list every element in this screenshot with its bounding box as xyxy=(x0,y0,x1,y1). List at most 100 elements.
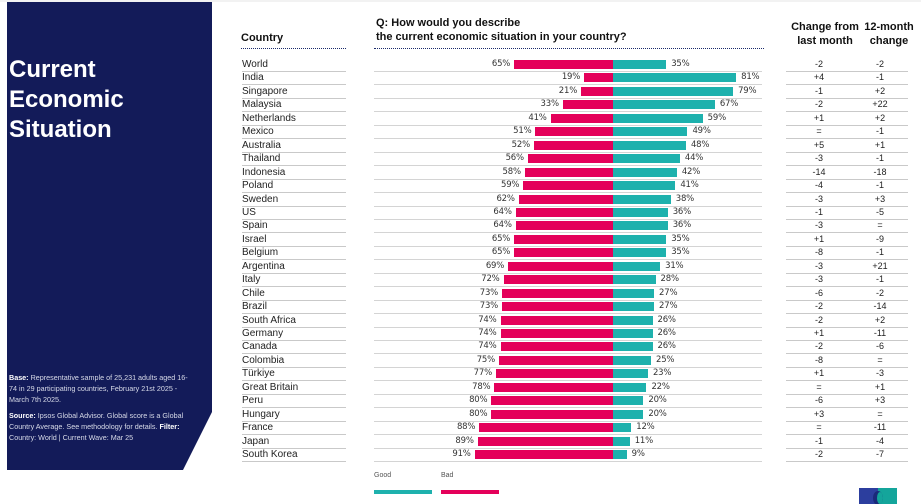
good-value-label: 26% xyxy=(657,341,676,352)
country-label: India xyxy=(242,71,346,86)
bar-good xyxy=(613,409,644,419)
change-month-value: -2 xyxy=(786,98,852,113)
country-header-divider xyxy=(241,48,346,49)
change-12m-value: = xyxy=(852,219,908,234)
country-label: Thailand xyxy=(242,152,346,167)
bar-good xyxy=(613,248,667,258)
row-divider xyxy=(374,380,762,382)
country-label: Indonesia xyxy=(242,166,346,180)
bar-bad xyxy=(533,140,613,150)
bar-bad xyxy=(518,194,613,204)
good-value-label: 67% xyxy=(719,99,739,110)
row-divider xyxy=(374,218,762,220)
bar-bad xyxy=(527,154,613,164)
change-12m-value: +2 xyxy=(852,85,908,99)
row-divider xyxy=(374,205,762,207)
country-label: Mexico xyxy=(242,125,346,140)
change-month-value: -2 xyxy=(786,58,852,72)
legend-good-swatch xyxy=(374,490,432,494)
ipsos-logo-icon xyxy=(859,488,897,504)
good-value-label: 41% xyxy=(680,180,699,191)
top-strip xyxy=(0,0,921,2)
bad-value-label: 91% xyxy=(452,449,471,460)
change-month-header: Change from last month xyxy=(786,20,864,48)
legend-bad-label: Bad xyxy=(441,472,454,479)
bad-value-label: 65% xyxy=(491,233,511,244)
country-label: Germany xyxy=(242,327,346,341)
change-month-header-line-1: Change from xyxy=(791,21,859,33)
change-month-value: -6 xyxy=(786,287,852,301)
bar-bad xyxy=(502,302,613,312)
change-month-value: +3 xyxy=(786,408,852,422)
change-12m-value: +2 xyxy=(852,112,908,126)
bar-bad xyxy=(508,261,613,271)
bad-value-label: 78% xyxy=(472,381,491,392)
row-divider xyxy=(374,178,762,180)
country-label: Japan xyxy=(242,435,346,449)
change-month-value: -1 xyxy=(786,85,852,99)
change-month-value: -3 xyxy=(786,152,852,167)
bar-good xyxy=(613,436,630,446)
bad-value-label: 58% xyxy=(502,166,521,177)
legend-good-label: Good xyxy=(374,472,392,479)
row-divider xyxy=(374,340,762,341)
bar-bad xyxy=(495,369,613,379)
country-label: Türkiye xyxy=(242,367,346,382)
row-divider xyxy=(374,138,762,140)
good-value-label: 35% xyxy=(671,59,690,69)
change-12m-value: -9 xyxy=(852,233,908,247)
country-label: Australia xyxy=(242,139,346,153)
country-label: Spain xyxy=(242,219,346,234)
good-value-label: 9% xyxy=(631,449,645,460)
country-label: South Africa xyxy=(242,314,346,328)
good-value-label: 27% xyxy=(659,287,678,298)
bar-bad xyxy=(584,73,613,83)
row-divider xyxy=(374,447,762,449)
good-value-label: 35% xyxy=(671,247,690,258)
good-value-label: 38% xyxy=(675,193,695,204)
bar-good xyxy=(613,450,627,460)
good-value-label: 31% xyxy=(665,260,684,271)
bad-value-label: 62% xyxy=(496,193,515,204)
bar-good xyxy=(613,302,655,312)
change-month-value: -2 xyxy=(786,448,852,463)
country-label: Malaysia xyxy=(242,98,346,113)
row-divider xyxy=(374,420,762,422)
change-12m-value: -1 xyxy=(852,125,908,140)
row-divider xyxy=(374,286,762,288)
change-month-value: = xyxy=(786,421,852,436)
bar-bad xyxy=(515,207,613,217)
row-divider xyxy=(374,232,762,234)
change-month-value: -3 xyxy=(786,273,852,288)
change-12m-value: +3 xyxy=(852,193,908,207)
good-value-label: 12% xyxy=(636,422,655,433)
page-title: Current Economic Situation xyxy=(9,56,124,143)
row-divider xyxy=(374,326,762,328)
country-label: Great Britain xyxy=(242,381,346,395)
row-divider xyxy=(374,393,762,395)
country-label: Hungary xyxy=(242,408,346,422)
change-month-header-line-2: last month xyxy=(797,35,853,47)
bar-bad xyxy=(523,181,613,191)
change-month-value: +5 xyxy=(786,139,852,153)
good-value-label: 44% xyxy=(684,153,704,164)
good-value-label: 79% xyxy=(738,85,757,96)
country-column-header: Country xyxy=(241,32,284,44)
country-label: Italy xyxy=(242,273,346,288)
bar-good xyxy=(613,221,668,231)
row-divider xyxy=(374,245,762,247)
change-month-value: -6 xyxy=(786,394,852,409)
bar-good xyxy=(613,288,655,298)
question-header-divider xyxy=(374,48,764,49)
country-label: World xyxy=(242,58,346,72)
bar-good xyxy=(613,60,667,69)
country-label: Canada xyxy=(242,340,346,355)
good-value-label: 48% xyxy=(690,139,710,150)
bad-value-label: 80% xyxy=(469,395,488,406)
change-12m-value: = xyxy=(852,354,908,368)
change-12m-value: -5 xyxy=(852,206,908,220)
source-text: Ipsos Global Advisor. Global score is a … xyxy=(9,411,184,431)
bar-good xyxy=(613,140,686,150)
bar-good xyxy=(613,113,703,123)
bad-value-label: 72% xyxy=(481,274,500,285)
